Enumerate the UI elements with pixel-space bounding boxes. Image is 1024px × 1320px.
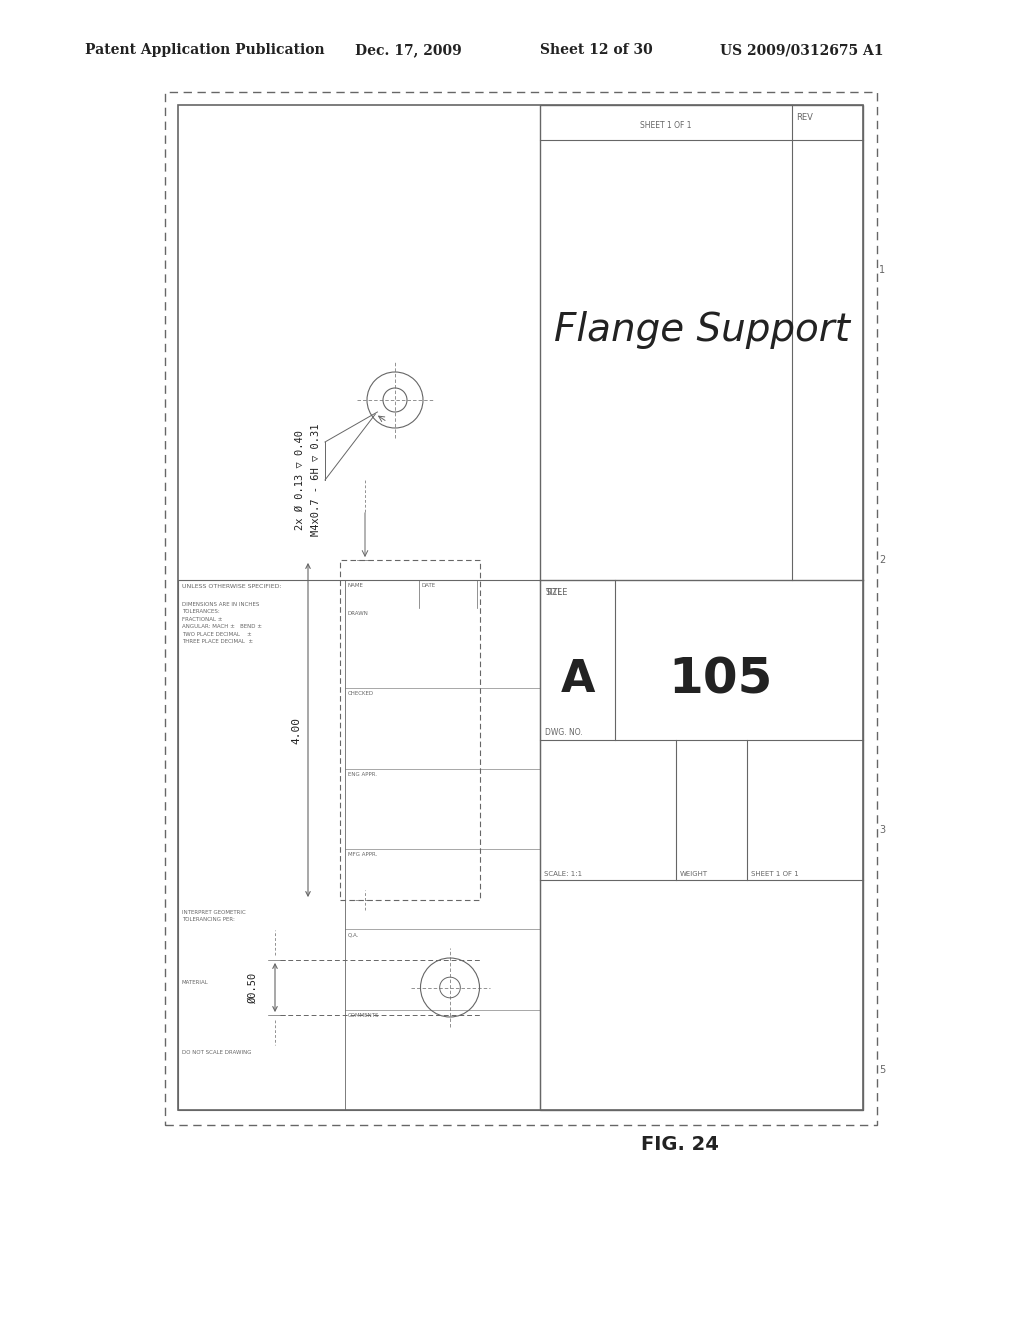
Text: 1: 1 bbox=[879, 265, 885, 275]
Text: US 2009/0312675 A1: US 2009/0312675 A1 bbox=[720, 44, 884, 57]
Text: MATERIAL: MATERIAL bbox=[182, 979, 209, 985]
Text: TITLE: TITLE bbox=[545, 587, 567, 597]
Text: DATE: DATE bbox=[422, 583, 436, 587]
Text: DIMENSIONS ARE IN INCHES
TOLERANCES:
FRACTIONAL ±
ANGULAR: MACH ±   BEND ±
TWO P: DIMENSIONS ARE IN INCHES TOLERANCES: FRA… bbox=[182, 602, 262, 644]
Bar bbox=[178, 579, 540, 1110]
Text: DWG. NO.: DWG. NO. bbox=[545, 729, 583, 737]
Text: REV: REV bbox=[796, 114, 813, 121]
Text: 105: 105 bbox=[668, 656, 772, 704]
Text: Patent Application Publication: Patent Application Publication bbox=[85, 44, 325, 57]
Text: Flange Support: Flange Support bbox=[554, 312, 850, 348]
Text: 2: 2 bbox=[879, 554, 885, 565]
Bar bbox=[178, 106, 863, 1110]
Text: 2x Ø 0.13 ▽ 0.40: 2x Ø 0.13 ▽ 0.40 bbox=[295, 430, 305, 531]
Text: Dec. 17, 2009: Dec. 17, 2009 bbox=[355, 44, 462, 57]
Text: COMMENTS: COMMENTS bbox=[347, 1012, 379, 1018]
Bar bbox=[540, 106, 863, 1110]
Text: DRAWN: DRAWN bbox=[347, 611, 369, 616]
Text: WEIGHT: WEIGHT bbox=[680, 871, 708, 876]
Text: UNLESS OTHERWISE SPECIFIED:: UNLESS OTHERWISE SPECIFIED: bbox=[182, 583, 282, 589]
Bar bbox=[340, 560, 480, 900]
Text: SIZE: SIZE bbox=[545, 587, 562, 597]
Text: 5: 5 bbox=[879, 1065, 885, 1074]
Text: Sheet 12 of 30: Sheet 12 of 30 bbox=[540, 44, 652, 57]
Text: A: A bbox=[561, 659, 595, 701]
Text: DO NOT SCALE DRAWING: DO NOT SCALE DRAWING bbox=[182, 1049, 252, 1055]
Text: SHEET 1 OF 1: SHEET 1 OF 1 bbox=[751, 871, 799, 876]
Text: ENG APPR.: ENG APPR. bbox=[347, 772, 377, 776]
Text: 3: 3 bbox=[879, 825, 885, 836]
Text: SCALE: 1:1: SCALE: 1:1 bbox=[544, 871, 582, 876]
Bar bbox=[165, 92, 877, 1125]
Text: NAME: NAME bbox=[347, 583, 364, 587]
Text: Q.A.: Q.A. bbox=[347, 932, 358, 937]
Text: Ø0.50: Ø0.50 bbox=[248, 972, 258, 1003]
Text: FIG. 24: FIG. 24 bbox=[641, 1135, 719, 1155]
Text: M4x0.7 - 6H ▽ 0.31: M4x0.7 - 6H ▽ 0.31 bbox=[311, 424, 321, 536]
Text: INTERPRET GEOMETRIC
TOLERANCING PER:: INTERPRET GEOMETRIC TOLERANCING PER: bbox=[182, 909, 246, 921]
Text: CHECKED: CHECKED bbox=[347, 692, 374, 697]
Text: SHEET 1 OF 1: SHEET 1 OF 1 bbox=[640, 121, 692, 129]
Text: 4.00: 4.00 bbox=[291, 717, 301, 743]
Text: MFG APPR.: MFG APPR. bbox=[347, 851, 377, 857]
